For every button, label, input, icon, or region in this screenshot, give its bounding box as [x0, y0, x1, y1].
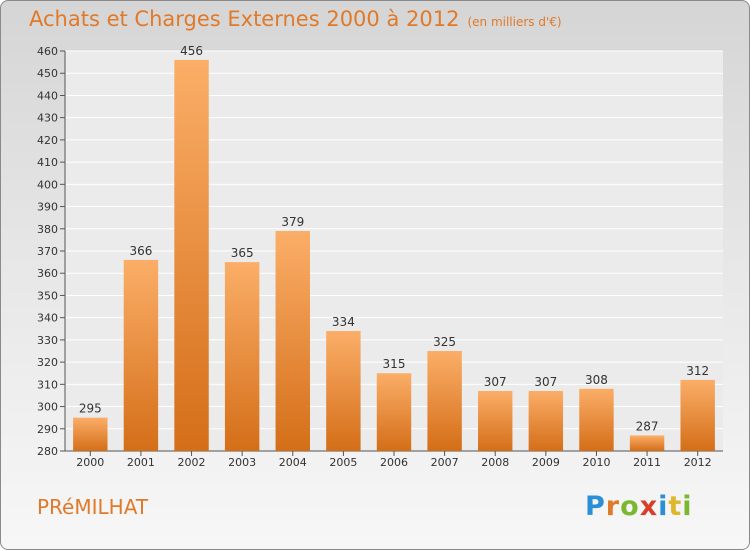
bar-2001 — [123, 259, 159, 451]
logo-letter: t — [668, 491, 683, 522]
bar-value-label: 307 — [484, 375, 507, 389]
bar-value-label: 307 — [534, 375, 557, 389]
x-tick-label: 2002 — [178, 456, 206, 469]
y-tick-label: 430 — [37, 112, 58, 125]
y-tick-label: 300 — [37, 401, 58, 414]
bar-value-label: 325 — [433, 335, 456, 349]
y-tick-label: 400 — [37, 178, 58, 191]
logo-letter: i — [658, 491, 669, 522]
bar-value-label: 334 — [332, 315, 355, 329]
bar-2003 — [224, 262, 260, 451]
commune-name: PRéMILHAT — [37, 495, 149, 519]
bar-2005 — [326, 331, 361, 451]
bar-value-label: 308 — [585, 373, 608, 387]
bar-value-label: 379 — [281, 215, 304, 229]
y-tick-label: 460 — [37, 45, 58, 58]
logo-letter: i — [682, 491, 693, 522]
bar-value-label: 312 — [686, 364, 709, 378]
x-tick-label: 2005 — [329, 456, 357, 469]
x-tick-label: 2012 — [684, 456, 712, 469]
x-tick-label: 2010 — [582, 456, 610, 469]
bar-2010 — [579, 388, 614, 451]
logo-letter: o — [620, 491, 640, 522]
bar-2012 — [680, 379, 715, 451]
chart-title-text: Achats et Charges Externes 2000 à 2012 — [29, 7, 460, 31]
x-tick-label: 2006 — [380, 456, 408, 469]
chart-title: Achats et Charges Externes 2000 à 2012 (e… — [29, 7, 562, 31]
x-tick-label: 2008 — [481, 456, 509, 469]
y-tick-label: 450 — [37, 67, 58, 80]
bar-value-label: 456 — [180, 44, 203, 58]
bar-2008 — [478, 391, 513, 451]
x-tick-label: 2011 — [633, 456, 661, 469]
logo-letter: x — [639, 491, 659, 522]
logo-letter: r — [605, 491, 621, 522]
x-tick-label: 2003 — [228, 456, 256, 469]
proxiti-logo: Proxiti — [585, 491, 693, 522]
x-tick-label: 2001 — [127, 456, 155, 469]
y-tick-label: 330 — [37, 334, 58, 347]
x-tick-label: 2000 — [76, 456, 104, 469]
y-tick-label: 340 — [37, 312, 58, 325]
x-tick-label: 2007 — [431, 456, 459, 469]
y-tick-label: 320 — [37, 356, 58, 369]
x-tick-label: 2004 — [279, 456, 307, 469]
bar-2007 — [427, 351, 462, 451]
y-tick-label: 380 — [37, 223, 58, 236]
y-tick-label: 350 — [37, 289, 58, 302]
bar-2006 — [376, 373, 412, 451]
bar-value-label: 315 — [383, 357, 406, 371]
x-tick-label: 2009 — [532, 456, 560, 469]
y-tick-label: 290 — [37, 423, 58, 436]
y-tick-label: 310 — [37, 378, 58, 391]
logo-letter: P — [585, 491, 606, 522]
bar-value-label: 365 — [231, 246, 254, 260]
y-tick-label: 360 — [37, 267, 58, 280]
y-tick-label: 420 — [37, 134, 58, 147]
bar-2002 — [174, 59, 209, 452]
bar-value-label: 366 — [129, 244, 152, 258]
y-tick-label: 370 — [37, 245, 58, 258]
y-tick-label: 390 — [37, 201, 58, 214]
y-tick-label: 280 — [37, 445, 58, 458]
bar-value-label: 287 — [636, 419, 659, 433]
bar-2004 — [275, 231, 310, 451]
y-tick-label: 440 — [37, 89, 58, 102]
bar-value-label: 295 — [79, 402, 102, 416]
y-tick-label: 410 — [37, 156, 58, 169]
bar-2009 — [528, 391, 564, 451]
chart-unit: (en milliers d'€) — [467, 15, 562, 29]
bar-2011 — [629, 435, 665, 451]
bar-2000 — [73, 417, 108, 451]
